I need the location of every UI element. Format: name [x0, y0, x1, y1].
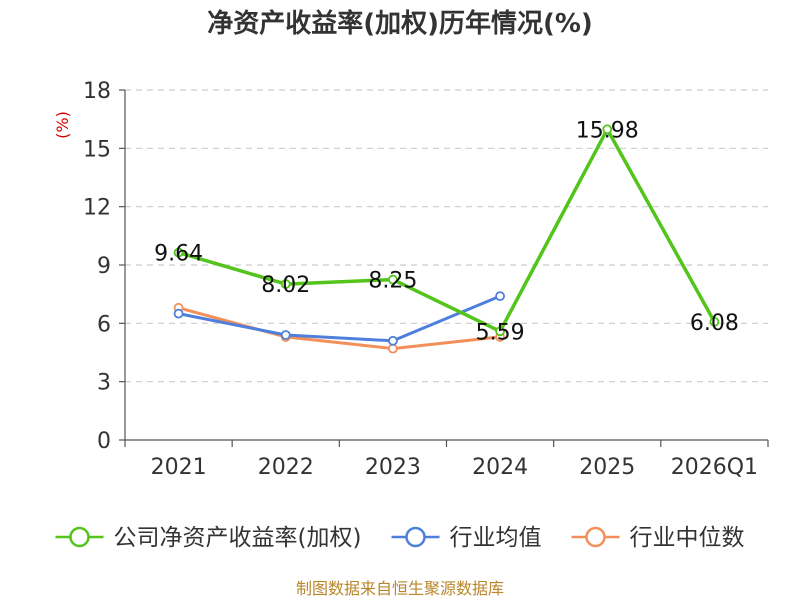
data-point [173, 247, 184, 258]
data-label: 8.25 [368, 269, 417, 294]
series-line [178, 127, 716, 334]
legend-item: 公司净资产收益率(加权) [55, 525, 362, 551]
data-point [388, 274, 398, 285]
source-note: 制图数据来自恒生聚源数据库 [296, 579, 504, 598]
x-tick-label: 2021 [151, 455, 207, 480]
legend-marker [69, 526, 90, 548]
y-tick-label: 15 [83, 137, 111, 162]
y-tick-label: 18 [83, 79, 111, 104]
data-label: 5.59 [476, 320, 525, 345]
data-label: 9.64 [154, 242, 203, 267]
x-tick-label: 2025 [579, 455, 635, 480]
y-tick-label: 3 [97, 371, 111, 396]
data-point [388, 343, 398, 354]
data-point [388, 335, 398, 346]
legend-label: 行业中位数 [630, 525, 745, 551]
y-tick-label: 6 [97, 312, 111, 337]
series-line [178, 294, 501, 343]
y-axis-label: (%) [53, 111, 72, 139]
data-point [173, 308, 184, 319]
axis-layer: 0 3 6 9 12 15 18 2021 2022 2023 2024 2025 2026Q1 [83, 79, 769, 480]
data-point [602, 124, 613, 135]
data-point [709, 316, 720, 327]
legend-label: 行业均值 [450, 525, 542, 551]
data-point [495, 326, 505, 337]
chart-title: 净资产收益率(加权)历年情况(%) [207, 8, 593, 39]
data-point [280, 330, 291, 340]
data-label: 15.98 [576, 118, 639, 143]
legend: 公司净资产收益率(加权) 行业均值 行业中位数 [55, 525, 745, 551]
data-point [280, 279, 291, 289]
y-tick-label: 9 [97, 254, 111, 279]
legend-item: 行业均值 [391, 525, 542, 551]
legend-marker [585, 526, 606, 548]
data-label-layer: 9.64 8.02 8.25 5.59 15.98 6.08 [154, 118, 739, 345]
x-tick-label: 2023 [365, 455, 421, 480]
series-layer [173, 124, 720, 354]
data-label: 8.02 [261, 273, 310, 298]
series-line [178, 306, 501, 351]
data-point [495, 291, 505, 302]
legend-item: 行业中位数 [571, 525, 745, 551]
x-tick-label: 2026Q1 [671, 455, 758, 480]
data-label: 6.08 [690, 311, 739, 336]
x-tick-label: 2022 [258, 455, 314, 480]
grid-layer [125, 89, 768, 383]
legend-label: 公司净资产收益率(加权) [114, 525, 362, 551]
y-tick-label: 12 [83, 196, 111, 221]
legend-marker [405, 526, 426, 548]
x-tick-label: 2024 [472, 455, 528, 480]
y-tick-label: 0 [97, 429, 111, 454]
